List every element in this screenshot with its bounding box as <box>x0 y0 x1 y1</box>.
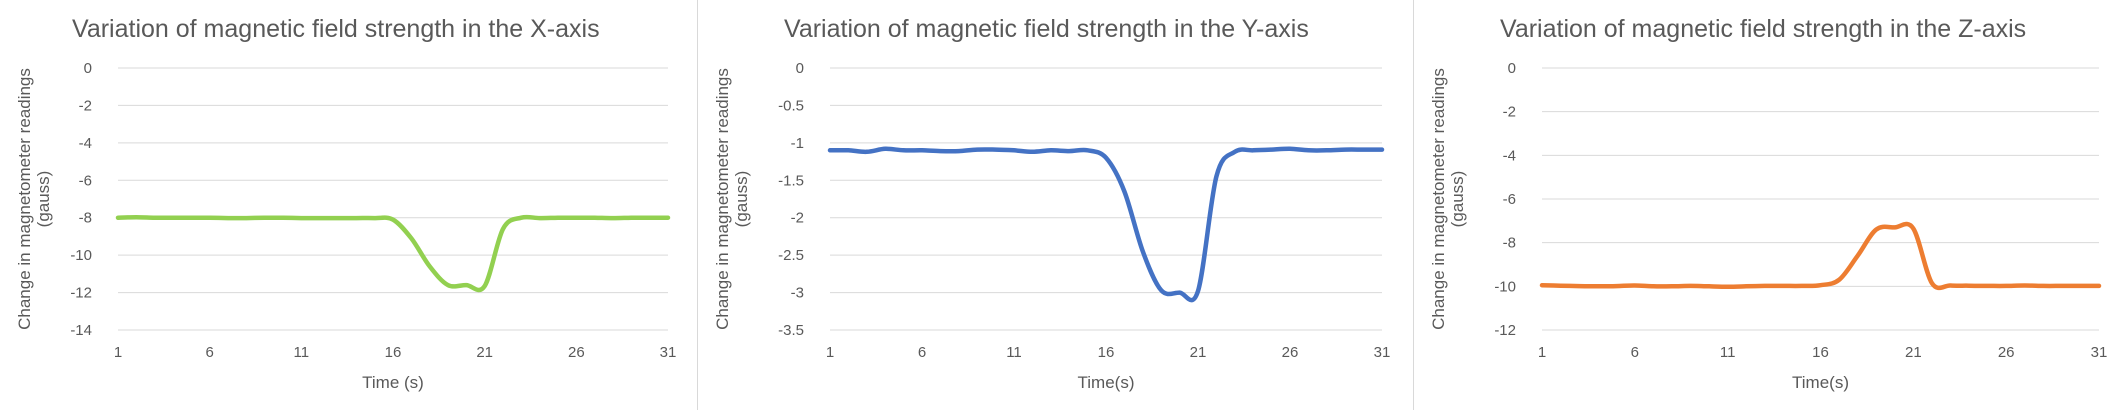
y-tick-label: 0 <box>796 60 804 77</box>
x-tick-label: 16 <box>1098 344 1115 361</box>
x-tick-label: 16 <box>385 344 402 361</box>
chart-x-axis-svg: Variation of magnetic field strength in … <box>15 15 677 392</box>
y-tick-label: -14 <box>70 322 92 339</box>
chart-panel-x: Variation of magnetic field strength in … <box>0 0 697 410</box>
y-tick-label: -3.5 <box>778 322 804 339</box>
x-tick-label: 21 <box>476 344 493 361</box>
chart-z-axis-svg: Variation of magnetic field strength in … <box>1429 15 2108 392</box>
y-axis-title-line: Change in magnetometer readings <box>713 68 732 330</box>
panel-divider <box>1413 0 1414 410</box>
y-tick-label: -6 <box>1503 191 1516 208</box>
chart-title: Variation of magnetic field strength in … <box>1500 15 2026 43</box>
y-tick-label: -2.5 <box>778 247 804 264</box>
x-tick-label: 6 <box>918 344 926 361</box>
y-tick-label: -1 <box>791 135 804 152</box>
y-tick-label: -8 <box>79 210 92 227</box>
x-axis-title: Time(s) <box>1078 373 1135 392</box>
x-tick-label: 1 <box>1538 344 1546 361</box>
y-axis-title: Change in magnetometer readings(gauss) <box>713 68 751 330</box>
chart-panel-z: Variation of magnetic field strength in … <box>1414 0 2126 410</box>
x-tick-label: 16 <box>1812 344 1829 361</box>
chart-title: Variation of magnetic field strength in … <box>784 15 1309 43</box>
panel-divider <box>697 0 698 410</box>
x-tick-label: 6 <box>1631 344 1639 361</box>
y-axis-title-line: (gauss) <box>34 171 53 228</box>
x-tick-label: 21 <box>1190 344 1207 361</box>
y-tick-label: -0.5 <box>778 97 804 114</box>
series-line <box>827 146 1385 303</box>
x-tick-label: 1 <box>826 344 834 361</box>
chart-y-axis-svg: Variation of magnetic field strength in … <box>713 15 1391 392</box>
x-tick-label: 26 <box>1282 344 1299 361</box>
x-tick-label: 26 <box>1998 344 2015 361</box>
x-tick-label: 11 <box>294 344 310 361</box>
x-tick-label: 1 <box>114 344 122 361</box>
series-line <box>115 214 671 293</box>
y-axis-title-line: Change in magnetometer readings <box>15 68 34 330</box>
x-axis-title: Time (s) <box>362 373 424 392</box>
y-tick-label: -12 <box>70 285 92 302</box>
y-axis-title-line: (gauss) <box>732 171 751 228</box>
y-tick-label: -1.5 <box>778 172 804 189</box>
y-tick-label: -12 <box>1494 322 1516 339</box>
y-tick-label: -10 <box>1494 278 1516 295</box>
y-axis-title-line: Change in magnetometer readings <box>1429 68 1448 330</box>
y-tick-label: -2 <box>791 210 804 227</box>
x-tick-label: 31 <box>2091 344 2108 361</box>
y-tick-label: -4 <box>79 135 92 152</box>
y-tick-label: -6 <box>79 172 92 189</box>
x-axis-title: Time(s) <box>1792 373 1849 392</box>
chart-panel-y: Variation of magnetic field strength in … <box>698 0 1413 410</box>
y-axis-title-line: (gauss) <box>1448 171 1467 228</box>
y-axis-title: Change in magnetometer readings(gauss) <box>1429 68 1467 330</box>
x-tick-label: 6 <box>205 344 213 361</box>
x-tick-label: 21 <box>1905 344 1922 361</box>
y-tick-label: 0 <box>1508 60 1516 77</box>
chart-title: Variation of magnetic field strength in … <box>72 15 600 43</box>
x-tick-label: 11 <box>1006 344 1022 361</box>
x-tick-label: 26 <box>568 344 585 361</box>
y-axis-title: Change in magnetometer readings(gauss) <box>15 68 53 330</box>
y-tick-label: -10 <box>70 247 92 264</box>
y-tick-label: -3 <box>791 285 804 302</box>
x-tick-label: 11 <box>1720 344 1736 361</box>
x-tick-label: 31 <box>660 344 677 361</box>
x-tick-label: 31 <box>1374 344 1391 361</box>
y-tick-label: -4 <box>1503 147 1516 164</box>
y-tick-label: 0 <box>84 60 92 77</box>
y-tick-label: -2 <box>1503 104 1516 121</box>
y-tick-label: -2 <box>79 97 92 114</box>
y-tick-label: -8 <box>1503 235 1516 252</box>
series-line <box>1539 221 2102 291</box>
